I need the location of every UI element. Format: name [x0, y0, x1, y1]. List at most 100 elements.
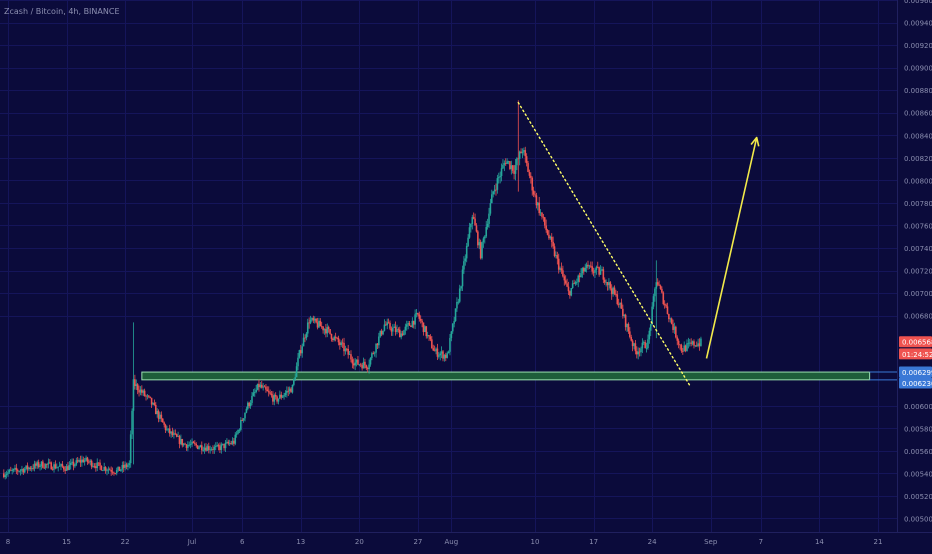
candle-body: [224, 442, 227, 449]
candle-body: [587, 264, 589, 267]
candle-body: [120, 469, 122, 471]
candle-body: [309, 319, 312, 324]
candle-body: [14, 467, 16, 470]
candle-body: [637, 351, 639, 355]
candle-body: [252, 392, 255, 396]
candle-body: [8, 469, 11, 473]
candle-body: [19, 470, 22, 472]
candle-body: [443, 354, 446, 359]
candle-body: [559, 268, 561, 270]
candle-body: [665, 304, 667, 307]
candle-body: [610, 288, 613, 295]
candle-body: [652, 296, 655, 307]
candle-body: [502, 164, 504, 169]
candle-body: [507, 161, 510, 163]
candle-body: [368, 364, 370, 370]
candle-body: [273, 395, 276, 402]
candle-body: [122, 465, 125, 468]
candle-body: [595, 266, 598, 270]
candle-body: [679, 344, 681, 346]
candle-body: [288, 388, 291, 392]
candle-body: [196, 445, 199, 449]
candle-body: [567, 286, 570, 292]
candle-body: [490, 194, 493, 204]
candle-body: [563, 276, 566, 281]
support-zone-layer: [141, 371, 897, 381]
candle-body: [295, 366, 298, 378]
candle-body: [442, 351, 444, 359]
candle-body: [100, 465, 103, 471]
candle-body: [419, 318, 422, 321]
candle-body: [212, 449, 214, 451]
candle-body: [354, 362, 356, 366]
candle-body: [673, 326, 676, 330]
candle-body: [355, 359, 358, 363]
candle-body: [207, 446, 210, 450]
price-tag-last-price: [899, 336, 932, 348]
candle-body: [62, 466, 65, 470]
candle-body: [12, 469, 15, 471]
candle-body: [69, 462, 72, 466]
candle-body: [475, 225, 478, 232]
candle-body: [113, 472, 115, 474]
candle-body: [635, 351, 638, 355]
candle-body: [478, 242, 481, 246]
candle-body: [400, 333, 402, 338]
candle-body: [157, 410, 160, 419]
candle-body: [274, 395, 277, 397]
candle-body: [375, 343, 377, 353]
time-axis-label: 7: [759, 538, 763, 546]
candle-body: [83, 460, 86, 463]
candle-body: [499, 176, 501, 178]
candle-body: [393, 326, 396, 328]
candle-body: [543, 217, 546, 226]
candle-body: [58, 465, 61, 467]
candle-body: [658, 284, 660, 286]
candle-body: [524, 150, 527, 157]
candle-body: [106, 470, 108, 472]
candle-body: [676, 337, 679, 341]
candle-body: [25, 465, 27, 469]
candle-body: [631, 340, 634, 347]
candle-body: [248, 402, 251, 407]
candle-body: [293, 379, 295, 385]
candle-body: [210, 449, 213, 451]
candle-body: [241, 420, 244, 421]
candle-body: [444, 354, 447, 358]
candles-layer: [3, 100, 702, 480]
candle-body: [297, 357, 299, 367]
candle-body: [566, 283, 568, 287]
candle-body: [606, 281, 609, 286]
price-tag-zone-top-label: 0.006299: [902, 369, 932, 377]
candle-body: [484, 236, 486, 239]
candle-body: [557, 258, 560, 270]
candle-body: [153, 402, 156, 405]
candle-body: [149, 396, 152, 398]
candle-body: [138, 390, 140, 393]
candle-body: [451, 323, 454, 332]
candle-body: [668, 313, 670, 320]
candle-body: [479, 242, 482, 259]
candle-body: [456, 301, 458, 309]
candle-body: [539, 212, 542, 214]
candle-body: [398, 329, 401, 338]
candle-body: [425, 326, 428, 337]
candle-body: [348, 354, 351, 356]
candle-body: [102, 470, 104, 472]
candle-body: [65, 466, 68, 471]
candle-body: [39, 466, 41, 467]
time-axis-label: 21: [874, 538, 883, 546]
candle-body: [82, 459, 85, 463]
time-axis[interactable]: 8 15 22 Jul 6 13 20 27 Aug 10 17 24 Sep 7 14 21: [6, 538, 883, 546]
candle-body: [107, 469, 110, 471]
candle-body: [313, 318, 316, 321]
candle-body: [697, 343, 699, 347]
candle-body: [21, 469, 23, 471]
